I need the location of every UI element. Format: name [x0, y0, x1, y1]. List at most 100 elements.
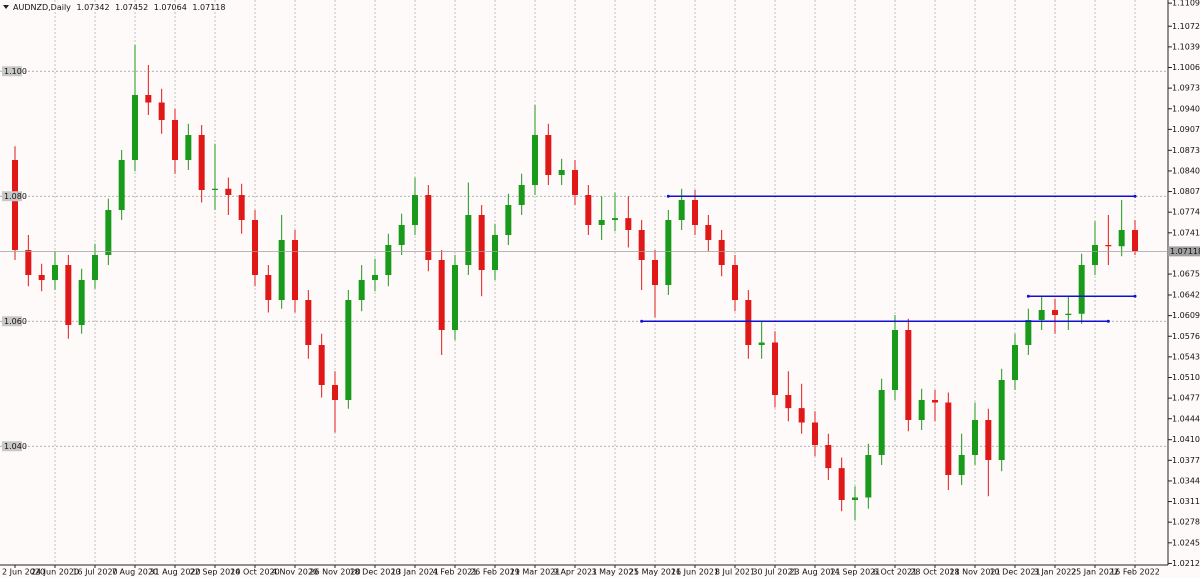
level-label-box — [2, 316, 22, 327]
y-tick-label: 1.04440 — [1172, 414, 1200, 423]
candle-body — [1118, 230, 1125, 247]
x-tick-label: 13 Jan 2021 — [391, 568, 439, 577]
x-tick-label: 19 Mar 2021 — [510, 568, 561, 577]
x-tick-label: 8 Jul 2021 — [715, 568, 755, 577]
candle-body — [118, 160, 125, 210]
candle-body — [745, 300, 752, 345]
y-tick-label: 1.08735 — [1172, 146, 1200, 155]
level-label-box — [2, 441, 22, 452]
x-tick-label: 18 Dec 2020 — [349, 568, 400, 577]
marks-layer — [0, 45, 1168, 520]
y-tick-label: 1.03115 — [1172, 497, 1200, 506]
candle-body — [905, 330, 912, 420]
y-tick-label: 1.04105 — [1172, 435, 1200, 444]
candle-body — [518, 185, 525, 205]
candle-body — [1038, 310, 1045, 320]
candle-body — [758, 342, 765, 345]
candle-body — [838, 468, 845, 500]
y-tick-label: 1.10390 — [1172, 42, 1200, 51]
price-label: 1.07118 — [1170, 247, 1200, 256]
candle-body — [732, 265, 738, 300]
candle-body — [1132, 230, 1138, 252]
x-tick-label: 25 May 2021 — [629, 568, 681, 577]
high-value: 1.07452 — [115, 3, 148, 12]
x-tick-label: 4 Nov 2020 — [272, 568, 318, 577]
candle-body — [598, 220, 605, 225]
candle-body — [12, 160, 18, 250]
candle-body — [532, 135, 538, 185]
level-label: 1.080 — [4, 192, 27, 201]
y-tick-label: 1.10720 — [1172, 22, 1200, 31]
candle-body — [78, 280, 85, 325]
candle-body — [305, 300, 312, 345]
y-tick-label: 1.08405 — [1172, 166, 1200, 175]
candle-body — [772, 342, 778, 395]
candle-body — [345, 300, 352, 400]
x-tick-label: 22 Sep 2020 — [190, 568, 241, 577]
trend-line-handle — [640, 319, 644, 323]
candle-body — [998, 380, 1005, 460]
candle-body — [372, 275, 378, 280]
y-tick-label: 1.11090 — [1172, 0, 1200, 8]
y-tick-label: 1.06420 — [1172, 291, 1200, 300]
candle-body — [798, 408, 805, 423]
candle-body — [158, 102, 165, 120]
candle-body — [92, 255, 98, 280]
candle-body — [1105, 245, 1112, 247]
candle-body — [878, 390, 885, 455]
candle-body — [172, 120, 178, 160]
candle-body — [785, 395, 792, 409]
menu-arrow[interactable] — [3, 5, 9, 9]
candle-body — [705, 225, 712, 240]
y-tick-label: 1.10060 — [1172, 63, 1200, 72]
candle-body — [945, 402, 952, 475]
level-label-box — [2, 191, 22, 202]
candle-body — [292, 240, 298, 300]
level-label-box — [2, 66, 22, 77]
candle-body — [932, 400, 938, 403]
x-tick-label: 26 Nov 2020 — [309, 568, 360, 577]
x-tick-label: 16 Feb 2022 — [1110, 568, 1160, 577]
x-tick-label: 6 Oct 2021 — [873, 568, 917, 577]
y-tick-label: 1.08075 — [1172, 187, 1200, 196]
candle-body — [985, 420, 992, 460]
symbol-title: AUDNZD,Daily — [13, 3, 71, 12]
candle-body — [265, 275, 272, 300]
candle-body — [238, 195, 245, 220]
x-tick-label: 7 Aug 2020 — [112, 568, 158, 577]
candle-body — [1078, 265, 1085, 314]
candle-body — [332, 385, 338, 400]
x-tick-label: 31 Aug 2020 — [149, 568, 200, 577]
candle-body — [38, 275, 45, 280]
candle-body — [145, 95, 152, 103]
trend-line-handle — [666, 194, 670, 198]
candle-body — [212, 188, 218, 190]
candle-body — [545, 135, 552, 175]
candle-body — [718, 240, 725, 265]
candle-body — [692, 200, 698, 225]
candle-body — [585, 195, 592, 225]
x-tick-label: 26 Feb 2021 — [470, 568, 520, 577]
y-tick-label: 1.04770 — [1172, 394, 1200, 403]
candle-body — [478, 215, 485, 270]
candle-body — [1052, 310, 1058, 315]
candle-body — [1025, 320, 1032, 345]
candle-body — [185, 135, 192, 160]
trend-line-handle — [1133, 294, 1137, 298]
x-tick-label: 23 Aug 2021 — [789, 568, 840, 577]
candle-body — [505, 205, 512, 235]
close-value: 1.07118 — [192, 3, 225, 12]
x-tick-label: 2 Jun 2020 — [2, 568, 45, 577]
trend-line-handle — [1106, 319, 1110, 323]
y-tick-label: 1.06090 — [1172, 311, 1200, 320]
x-tick-label: 16 Jul 2020 — [72, 568, 117, 577]
y-tick-label: 1.09730 — [1172, 84, 1200, 93]
candle-body — [852, 497, 858, 500]
candle-body — [132, 95, 138, 160]
candle-body — [972, 420, 978, 455]
candle-body — [1065, 313, 1072, 315]
candle-body — [465, 215, 472, 265]
